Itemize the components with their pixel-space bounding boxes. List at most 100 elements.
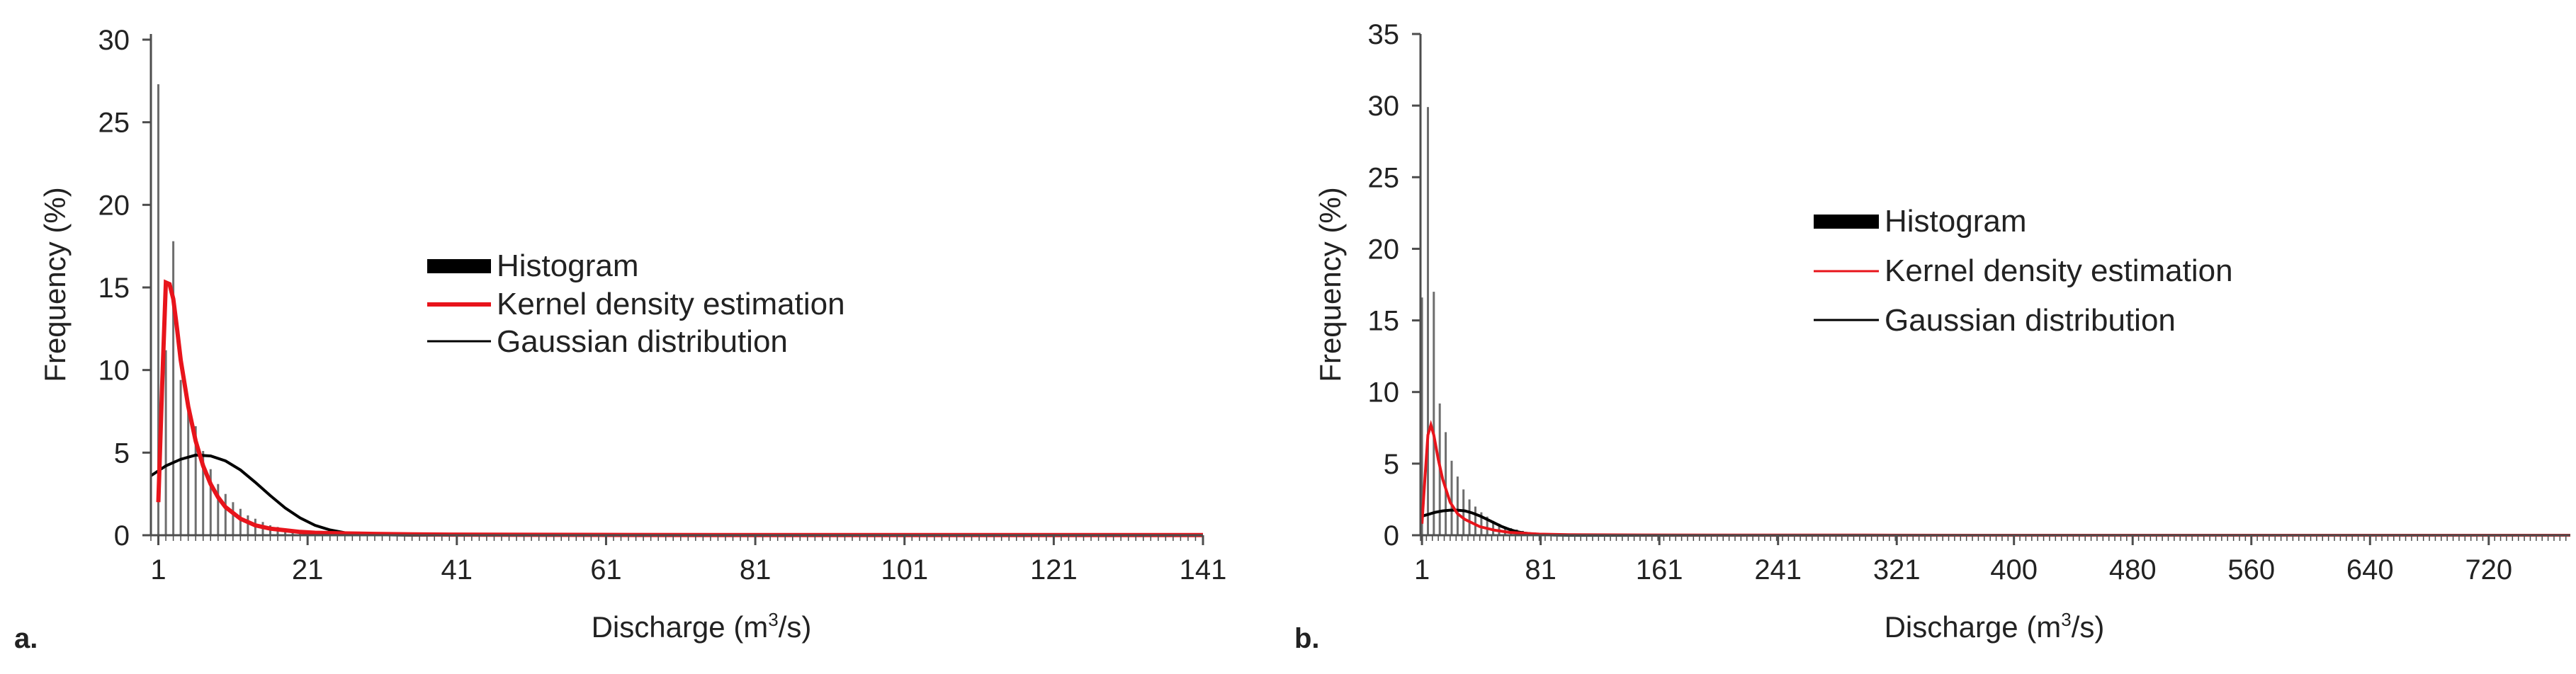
panel-a-legend: Histogram Kernel density estimation Gaus…	[427, 249, 845, 359]
panel-b-x-tick-label: 241	[1754, 554, 1802, 586]
panel-a-y-tick-label: 25	[98, 108, 130, 139]
panel-b-x-tick-label: 161	[1636, 554, 1683, 586]
panel-b-x-tick-label: 400	[1990, 554, 2038, 586]
panel-b-gaussian-line	[1420, 508, 2570, 537]
panel-b-legend-item-gaussian: Gaussian distribution	[1814, 303, 2176, 338]
panel-a-histogram-bar	[172, 241, 175, 535]
panel-b-x-tick-label: 480	[2109, 554, 2157, 586]
panel-b-histogram-bar	[1462, 489, 1465, 535]
panel-b-histogram-bars	[1420, 107, 1566, 535]
panel-b-histogram-bar	[1486, 516, 1488, 535]
panel-a-x-tick-label: 1	[150, 554, 166, 586]
panel-a-x-tick-label: 21	[292, 554, 324, 586]
panel-a-histogram-bar	[224, 493, 227, 535]
panel-b-histogram-bar	[1480, 512, 1483, 535]
panel-b-x-axis-title-tail: /s)	[2072, 610, 2105, 644]
panel-a-legend-item-histogram: Histogram	[427, 249, 639, 283]
panel-b-y-tick-label: 5	[1384, 449, 1399, 480]
panel-a-y-tick-label: 15	[98, 273, 130, 304]
panel-a-y-tick-label: 30	[98, 25, 130, 56]
panel-b-legend-item-histogram: Histogram	[1814, 204, 2027, 239]
panel-a-x-tick-label: 141	[1180, 554, 1227, 586]
panel-b-x-ticks: 1 81 161 241 321 400 480 560 640 720	[1414, 535, 2567, 586]
panel-a-x-tick-label: 121	[1030, 554, 1078, 586]
panel-b-x-axis-title-superscript: 3	[2061, 609, 2071, 630]
panel-b-y-ticks: 0 5 10 15 20 25 30 35	[1368, 19, 1420, 552]
panel-a-legend-label-kde: Kernel density estimation	[497, 287, 845, 321]
panel-b-x-axis-title-main: Discharge (m	[1885, 610, 2062, 644]
panel-a-x-axis-title: Discharge (m3/s)	[592, 609, 812, 644]
panel-a-label: a.	[14, 623, 38, 654]
panel-a-histogram-bar	[217, 484, 220, 535]
panel-b-x-tick-label: 720	[2465, 554, 2512, 586]
panel-b-legend-label-gaussian: Gaussian distribution	[1885, 303, 2176, 338]
panel-a-y-tick-label: 20	[98, 190, 130, 221]
panel-a-histogram-bar	[209, 469, 212, 535]
panel-a-histogram-bar	[202, 451, 205, 535]
panel-b-histogram-bar	[1468, 499, 1471, 535]
panel-a-x-axis-title-superscript: 3	[768, 609, 778, 630]
panel-b-histogram-bar	[1433, 292, 1435, 535]
panel-b-y-tick-label: 15	[1368, 306, 1400, 337]
panel-b-x-tick-label: 560	[2227, 554, 2275, 586]
chart-panel-a: a. Frequency (%) Discharge (m3/s) 0 5 10 15…	[14, 25, 1226, 654]
panel-b-legend-swatch-histogram	[1814, 215, 1879, 229]
panel-b-axes: 0 5 10 15 20 25 30 35 1 81 161 241 321 400 480 560 640 7…	[1368, 19, 2570, 586]
panel-a-x-tick-label: 41	[441, 554, 473, 586]
panel-b-y-tick-label: 10	[1368, 377, 1400, 409]
panel-a-x-axis-title-tail: /s)	[779, 610, 812, 644]
panel-a-legend-label-histogram: Histogram	[497, 249, 639, 283]
panel-a-x-tick-label: 81	[740, 554, 772, 586]
panel-a-y-tick-label: 5	[114, 438, 130, 469]
panel-b-x-tick-label: 1	[1414, 554, 1430, 586]
panel-b-histogram-bar	[1492, 520, 1495, 535]
panel-a-histogram-bar	[179, 379, 182, 535]
panel-b-label: b.	[1294, 623, 1320, 654]
panel-a-legend-swatch-histogram	[427, 259, 491, 273]
panel-b-x-axis-title: Discharge (m3/s)	[1885, 609, 2105, 644]
panel-b-y-tick-label: 0	[1384, 520, 1399, 552]
panel-a-histogram-bar	[194, 426, 197, 535]
panel-b-legend-label-histogram: Histogram	[1885, 204, 2027, 239]
chart-panel-b: b. Frequency (%) Discharge (m3/s) 051015…	[1294, 19, 2570, 654]
panel-a-histogram-bars	[157, 84, 376, 535]
panel-b-legend: Histogram Kernel density estimation Gaus…	[1814, 204, 2233, 338]
panel-a-histogram-bar	[247, 515, 249, 535]
panel-b-histogram-bar	[1420, 297, 1423, 535]
panel-a-histogram-bar	[239, 508, 242, 535]
panel-b-y-tick-label: 20	[1368, 234, 1400, 265]
panel-a-y-axis-title: Frequency (%)	[38, 187, 72, 382]
panel-a-gaussian-line	[149, 453, 1203, 537]
panel-b-histogram-bar	[1427, 107, 1429, 535]
panel-b-y-axis-title: Frequency (%)	[1314, 187, 1347, 382]
panel-a-histogram-bar	[157, 84, 159, 535]
panel-b-histogram-bar	[1450, 460, 1453, 535]
panel-b-histogram-bar	[1445, 432, 1447, 535]
panel-a-histogram-bar	[232, 502, 235, 535]
panel-b-histogram-bar	[1456, 476, 1459, 535]
panel-b-legend-item-kde: Kernel density estimation	[1814, 253, 2233, 288]
panel-b-y-tick-label: 30	[1368, 91, 1400, 122]
panel-b-y-tick-label: 25	[1368, 162, 1400, 193]
panel-a-x-axis-title-main: Discharge (m	[592, 610, 769, 644]
panel-b-legend-label-kde: Kernel density estimation	[1885, 253, 2233, 288]
panel-a-legend-item-kde: Kernel density estimation	[427, 287, 845, 321]
panel-a-x-ticks: 1 21 41 61 81 101 121 141	[150, 535, 1226, 586]
panel-b-histogram-bar	[1474, 506, 1476, 535]
panel-a-y-tick-label: 10	[98, 355, 130, 387]
panel-a-x-tick-label: 61	[590, 554, 622, 586]
panel-a-legend-item-gaussian: Gaussian distribution	[427, 324, 788, 359]
panel-b-kde-line	[1420, 420, 2570, 537]
panel-a-x-tick-label: 101	[881, 554, 928, 586]
panel-a-histogram-bar	[187, 404, 190, 535]
panel-b-x-tick-label: 321	[1873, 554, 1921, 586]
panel-a-y-ticks: 0 5 10 15 20 25 30	[98, 25, 151, 552]
panel-a-y-tick-label: 0	[114, 520, 130, 552]
panel-b-x-tick-label: 640	[2346, 554, 2394, 586]
panel-a-legend-label-gaussian: Gaussian distribution	[497, 324, 788, 359]
panel-b-y-tick-label: 35	[1368, 19, 1400, 50]
panel-a-histogram-bar	[164, 350, 167, 535]
panel-b-x-tick-label: 81	[1525, 554, 1557, 586]
